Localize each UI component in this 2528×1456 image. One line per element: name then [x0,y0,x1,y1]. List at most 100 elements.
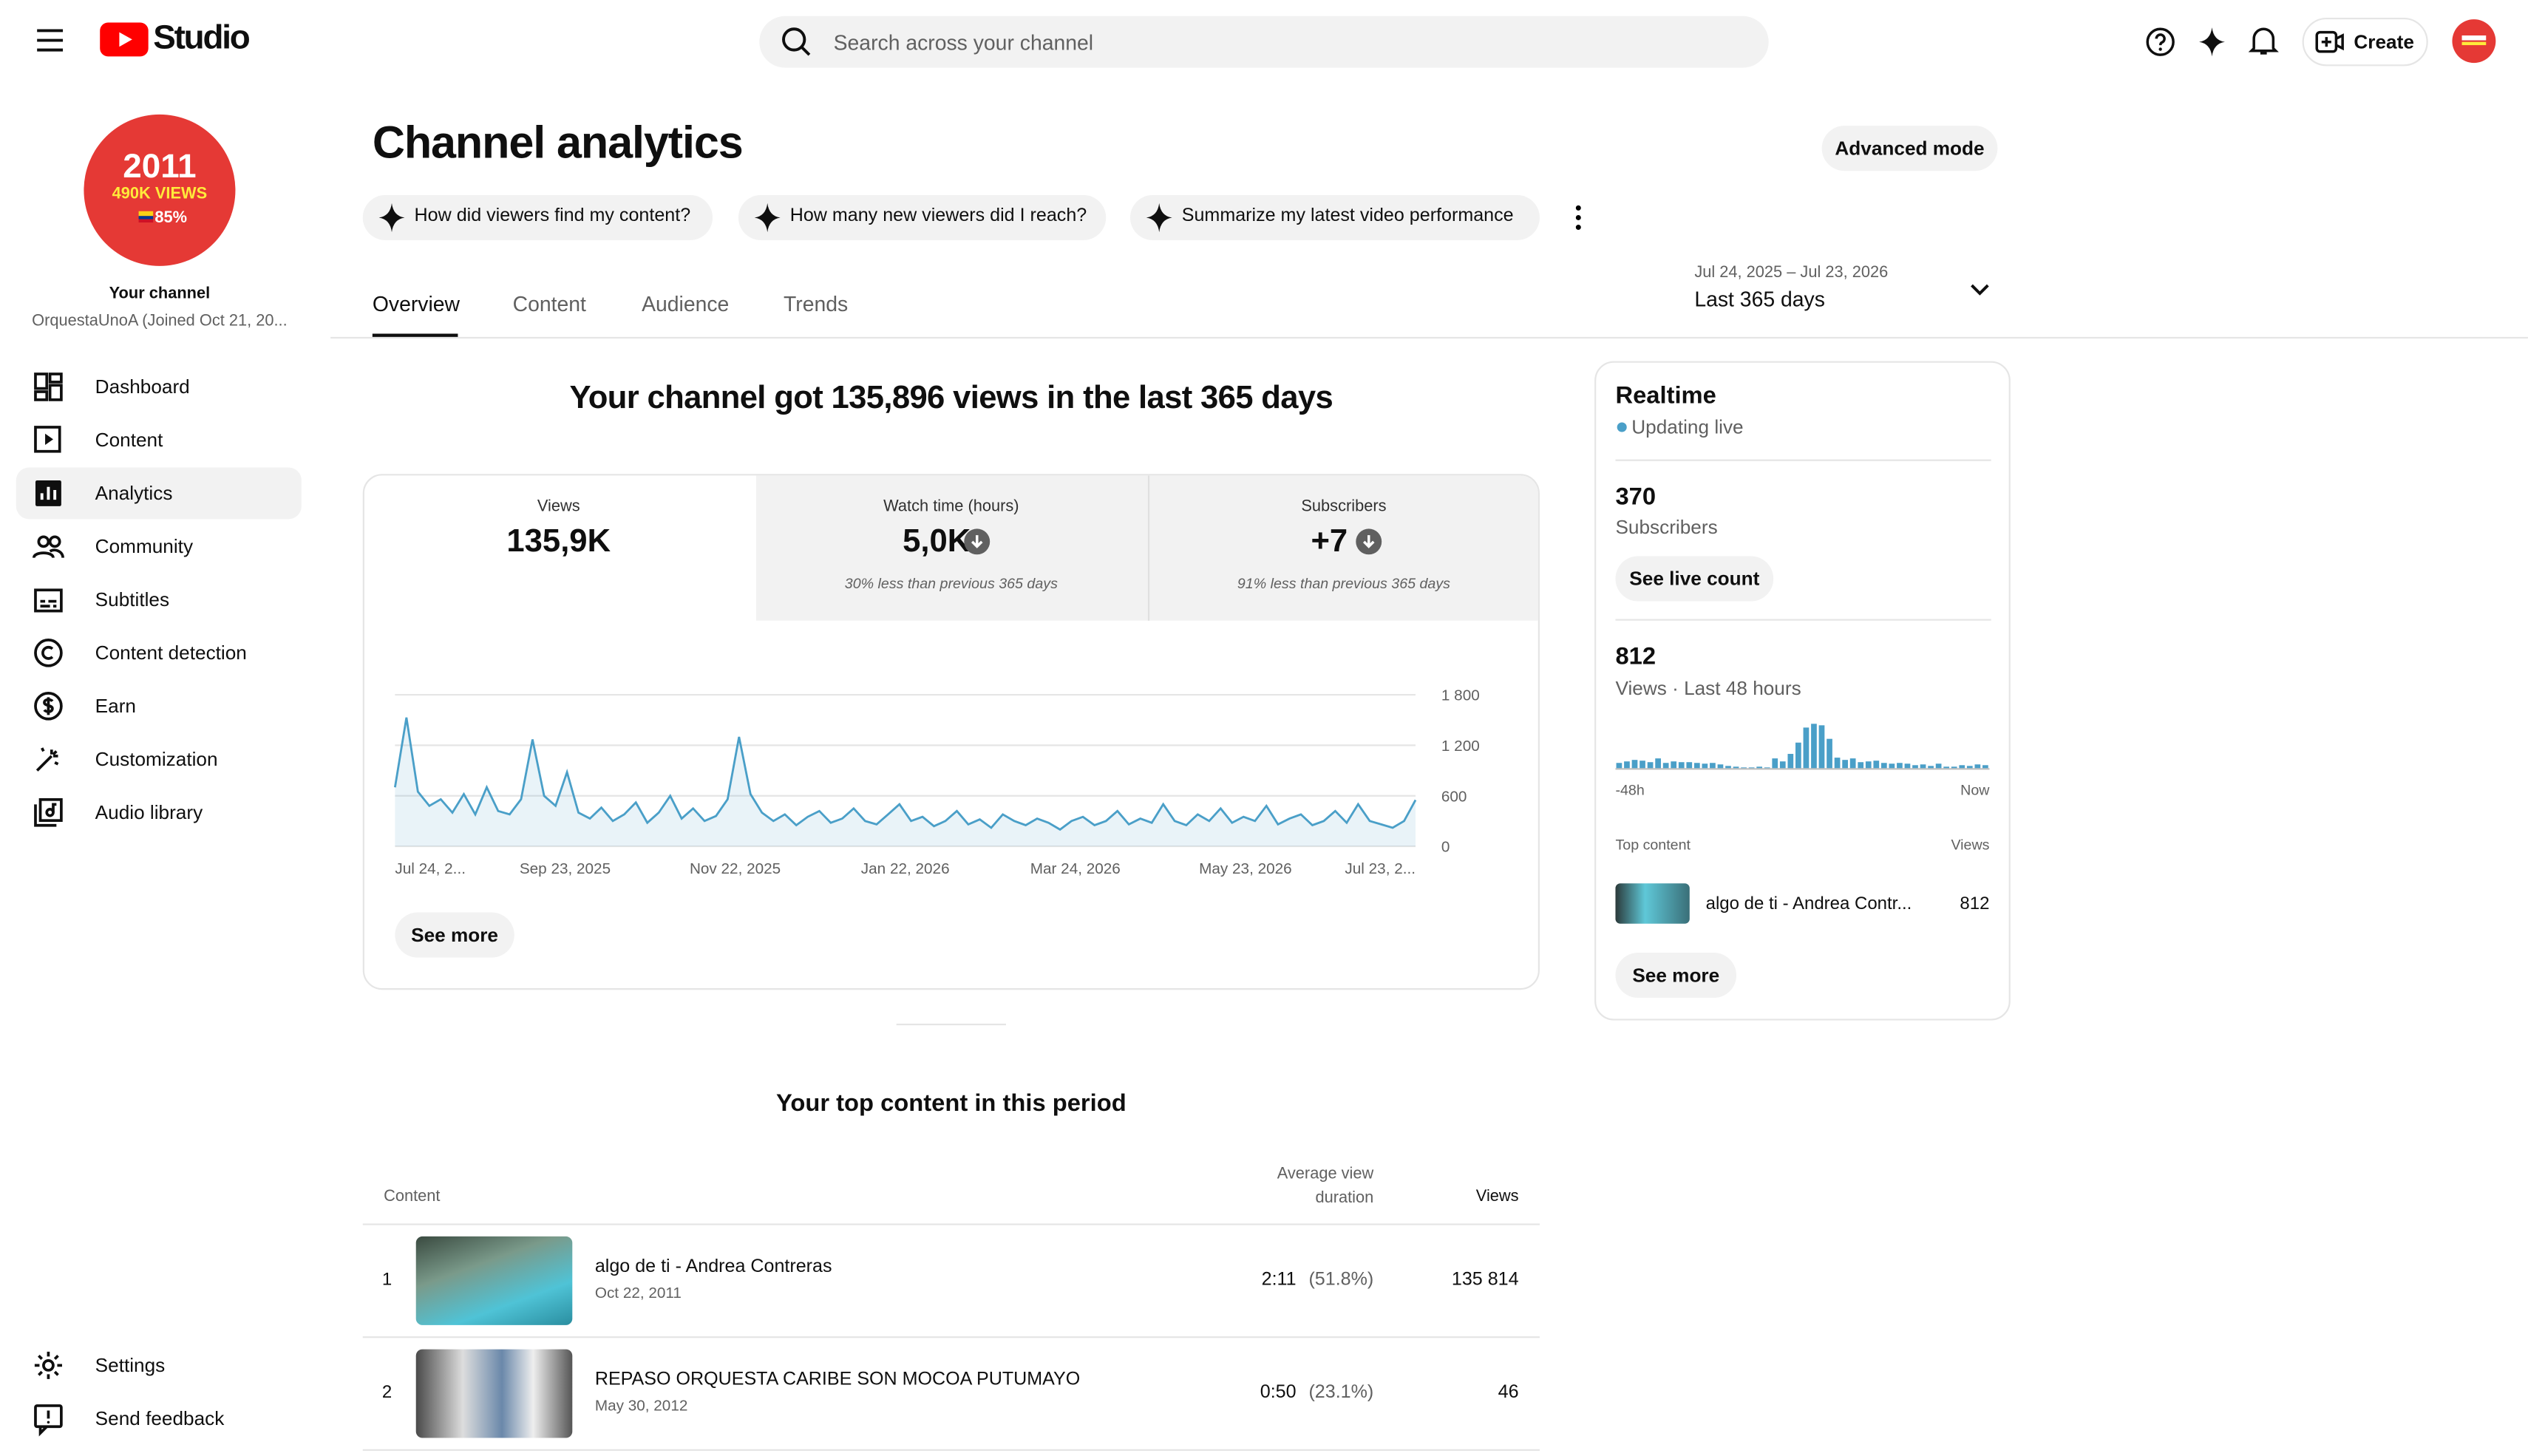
nav-item[interactable]: Send feedback [95,1407,225,1430]
bar [1889,763,1895,769]
x-tick-label: Nov 22, 2025 [690,860,781,877]
tab[interactable]: Trends [784,291,849,316]
bar [1693,763,1700,769]
nav-icon [34,692,63,721]
metric-label[interactable]: Views [537,497,580,516]
bar [1710,763,1716,769]
bar [1640,761,1645,769]
nav-icon [34,639,63,667]
advanced-mode-button[interactable]: Advanced mode [1821,126,1998,171]
menu-icon[interactable] [37,29,64,52]
bell-icon[interactable] [2248,26,2279,56]
suggestion-chip[interactable] [738,194,1107,240]
column-header: Average view duration [1277,1165,1374,1208]
column-header: Views [1475,1188,1519,1206]
spark-icon [378,203,405,233]
suggestion-chip[interactable] [362,194,713,240]
page-title: Channel analytics [372,118,744,168]
nav-item[interactable]: Subtitles [95,588,170,611]
nav-item[interactable]: Dashboard [95,375,190,398]
more-icon[interactable] [1574,205,1583,231]
bar [1982,765,1988,769]
nav-item[interactable]: Content detection [95,642,247,664]
rank: 1 [381,1270,393,1290]
account-avatar[interactable] [2452,19,2496,64]
live-dot [1617,422,1627,432]
metric-tabs-bg [755,475,1538,621]
x-tick-label: Jul 24, 2... [395,860,466,877]
metric-label[interactable]: Watch time (hours) [883,497,1019,516]
nav-icon [32,535,64,559]
nav-item[interactable]: Community [95,535,194,558]
realtime-card [1594,361,2011,1021]
suggestion-text[interactable]: How did viewers find my content? [414,206,691,226]
tab[interactable]: Overview [372,291,461,316]
column-header: Content [384,1188,441,1206]
suggestion-chip[interactable] [1129,194,1540,240]
nav-item[interactable]: Content [95,429,163,452]
metric-value[interactable]: +7 [1311,523,1348,559]
chart-end-label: Now [1960,781,1990,798]
logo-text[interactable]: Studio [153,19,251,57]
bar [1624,761,1630,769]
table-divider [362,1223,1540,1225]
top-item-title[interactable]: algo de ti - Andrea Contr... [1705,894,1912,914]
bar [1849,758,1856,769]
search-bar[interactable] [759,16,1769,68]
x-tick-label: Jan 22, 2026 [861,860,950,877]
realtime-title: Realtime [1615,381,1716,409]
video-title[interactable]: algo de ti - Andrea Contreras [594,1257,832,1277]
search-placeholder[interactable]: Search across your channel [833,30,1094,55]
row-divider [362,1336,1540,1338]
views: 135 814 [1451,1270,1519,1290]
channel-avatar[interactable] [84,114,236,266]
nav-item[interactable]: Audio library [95,801,203,824]
metric-value[interactable]: 5,0K [903,523,971,559]
down-icon [963,528,990,555]
x-tick-label: Sep 23, 2025 [520,860,611,877]
create-label[interactable]: Create [2354,30,2414,53]
see-more-button[interactable]: See more [1615,953,1737,999]
nav-item[interactable]: Settings [95,1354,166,1377]
video-title[interactable]: REPASO ORQUESTA CARIBE SON MOCOA PUTUMAY… [594,1370,1081,1390]
help-icon[interactable] [2146,27,2175,56]
area [395,717,1416,847]
views-count: 812 [1615,643,1657,671]
see-live-count-button[interactable]: See live count [1615,556,1774,602]
suggestion-text[interactable]: How many new viewers did I reach? [789,206,1087,226]
tab[interactable]: Content [512,291,586,316]
nav-item[interactable]: Customization [95,748,218,771]
bar [1974,764,1981,769]
nav-active-bg [16,467,302,520]
period-dropdown-icon[interactable] [1970,284,1989,296]
date-range[interactable]: Jul 24, 2025 – Jul 23, 2026 [1694,264,1889,282]
tab[interactable]: Audience [642,291,730,316]
bar [1943,766,1950,769]
logo-icon[interactable] [100,22,149,57]
thumbnail[interactable] [1615,883,1690,924]
metric-label[interactable]: Subscribers [1301,497,1387,516]
suggestion-text[interactable]: Summarize my latest video performance [1181,206,1514,226]
channel-name: OrquestaUnoA (Joined Oct 21, 20... [32,313,288,331]
y-tick-label: 1 200 [1441,738,1480,755]
nav-item[interactable]: Earn [95,695,136,718]
see-more-button[interactable]: See more [395,912,514,958]
realtime-status: Updating live [1631,415,1744,439]
thumbnail[interactable] [415,1236,573,1325]
period[interactable]: Last 365 days [1694,287,1825,311]
video-date: Oct 22, 2011 [594,1285,682,1303]
metric-value[interactable]: 135,9K [506,523,611,559]
create-button[interactable] [2302,17,2428,67]
bar [1655,758,1661,769]
duration: 2:11 [1261,1270,1297,1290]
views-label: Views · Last 48 hours [1615,677,1801,700]
thumbnail[interactable] [415,1349,573,1438]
bar [1647,762,1654,769]
spark-icon[interactable] [2199,27,2225,57]
bar [1702,763,1708,769]
nav-icon [34,797,63,827]
bar [1951,766,1957,769]
nav-item[interactable]: Analytics [95,482,173,505]
y-tick-label: 0 [1441,839,1450,856]
